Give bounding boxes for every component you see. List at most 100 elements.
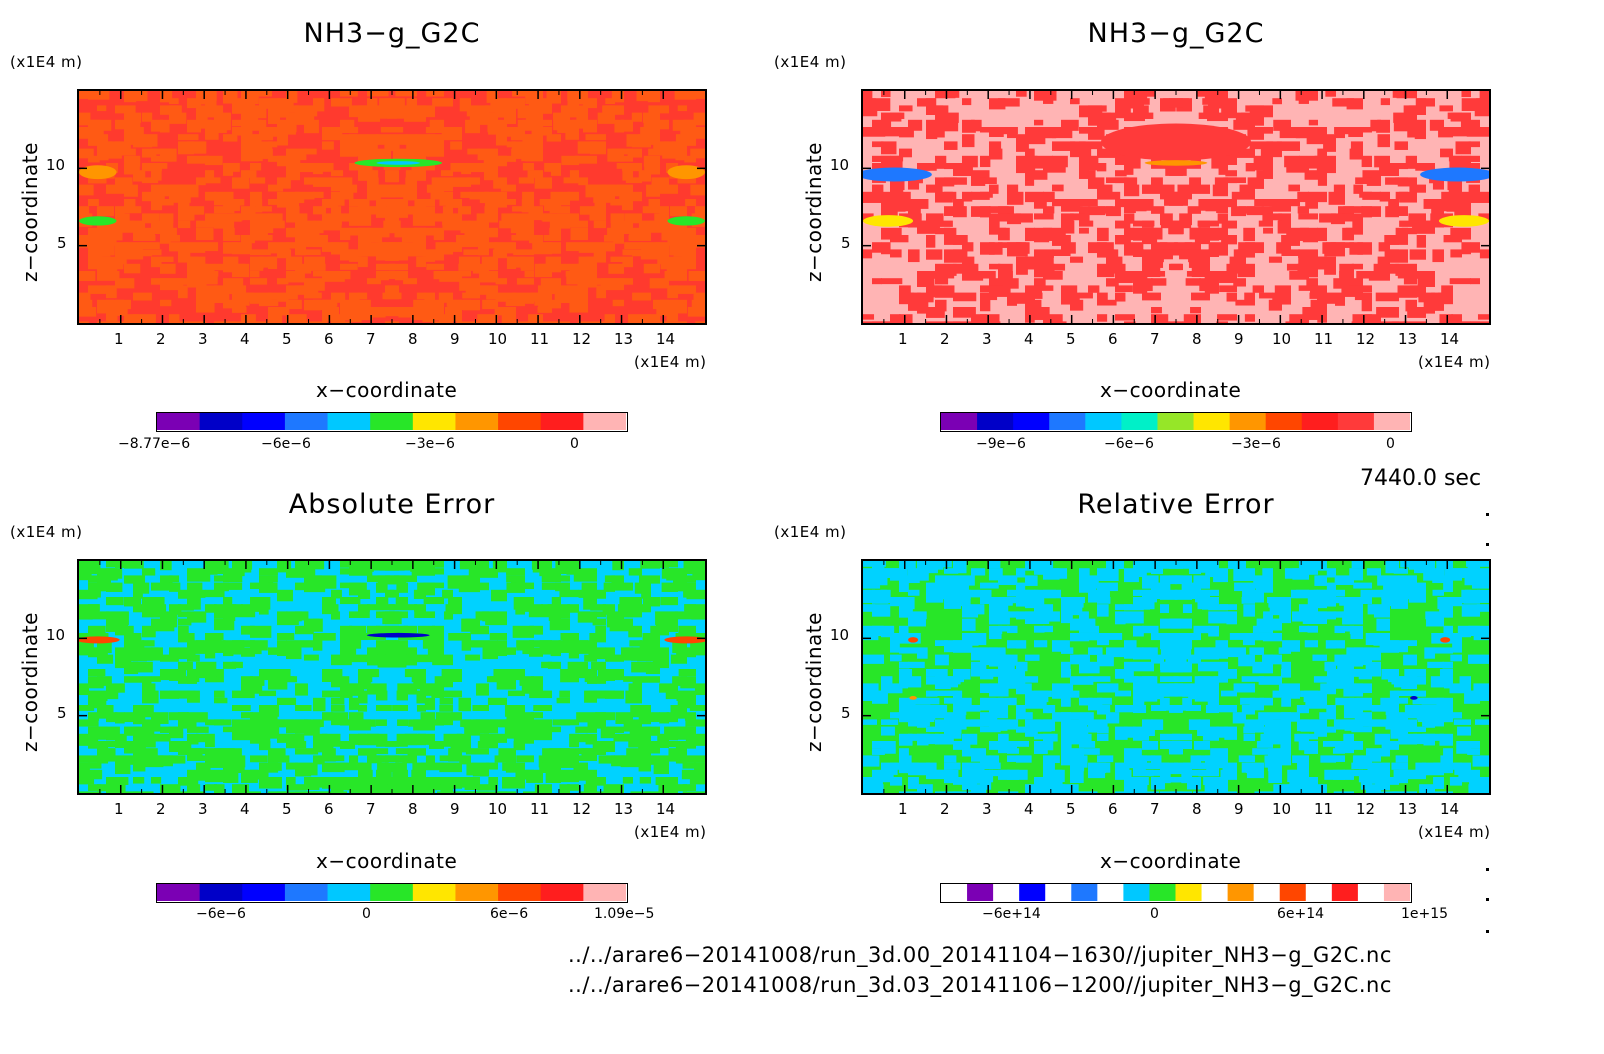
heatmap-cell bbox=[944, 271, 955, 279]
heatmap-cell bbox=[644, 163, 660, 175]
heatmap-cell bbox=[506, 141, 516, 148]
heatmap-cell bbox=[1142, 235, 1158, 245]
heatmap-cell bbox=[1448, 155, 1462, 162]
heatmap-cell bbox=[160, 582, 176, 591]
heatmap-cell bbox=[1043, 733, 1058, 742]
heatmap-cell bbox=[980, 271, 996, 279]
heatmap-cell bbox=[1398, 575, 1417, 585]
heatmap-cell bbox=[1244, 314, 1255, 322]
heatmap-cell bbox=[672, 119, 696, 131]
heatmap-cell bbox=[604, 575, 615, 583]
heatmap-cell bbox=[414, 199, 426, 210]
heatmap-cell bbox=[1192, 791, 1210, 793]
heatmap-feature bbox=[366, 632, 430, 638]
heatmap-cell bbox=[1177, 184, 1192, 196]
heatmap-cell bbox=[541, 604, 561, 613]
heatmap-cell bbox=[133, 249, 152, 257]
heatmap-cell bbox=[367, 278, 381, 285]
heatmap-cell bbox=[115, 105, 136, 114]
heatmap-cell bbox=[1394, 141, 1408, 150]
heatmap-cell bbox=[881, 242, 891, 255]
heatmap-cell bbox=[386, 105, 408, 119]
heatmap-cell bbox=[106, 263, 124, 270]
heatmap-cell bbox=[142, 748, 158, 757]
heatmap-cell bbox=[322, 242, 340, 252]
heatmap-cell bbox=[277, 199, 300, 208]
heatmap-cell bbox=[1208, 611, 1228, 624]
heatmap-cell bbox=[571, 292, 588, 303]
heatmap-cell bbox=[1258, 676, 1282, 685]
heatmap-cell bbox=[1173, 676, 1192, 683]
heatmap-cell bbox=[607, 791, 624, 793]
heatmap-cell bbox=[610, 199, 624, 206]
heatmap-feature bbox=[1438, 215, 1489, 227]
heatmap-cell bbox=[1272, 98, 1282, 105]
heatmap-cell bbox=[450, 712, 462, 721]
heatmap-cell bbox=[376, 690, 388, 701]
heatmap-cell bbox=[232, 791, 251, 793]
heatmap-cell bbox=[1225, 170, 1237, 177]
heatmap-cell bbox=[106, 690, 119, 700]
heatmap-cell bbox=[926, 712, 936, 720]
heatmap-cell bbox=[494, 307, 507, 316]
heatmap-cell bbox=[223, 220, 235, 232]
heatmap-cell bbox=[1433, 777, 1444, 789]
heatmap-cell bbox=[1358, 127, 1372, 133]
heatmap-cell bbox=[1326, 568, 1336, 578]
heatmap-cell bbox=[1034, 199, 1047, 209]
heatmap-cell bbox=[1043, 91, 1054, 104]
heatmap-cell bbox=[196, 748, 207, 755]
heatmap-cell bbox=[1470, 278, 1480, 285]
heatmap-cell bbox=[604, 314, 615, 323]
heatmap-cell bbox=[1432, 249, 1444, 263]
heatmap-cell bbox=[917, 791, 929, 793]
heatmap-cell bbox=[935, 299, 947, 312]
heatmap-cell bbox=[1182, 321, 1201, 323]
heatmap-cell bbox=[1115, 791, 1132, 793]
heatmap-feature bbox=[1420, 167, 1489, 182]
heatmap-cell bbox=[989, 697, 1004, 707]
heatmap-cell bbox=[187, 712, 208, 723]
heatmap-cell bbox=[205, 568, 218, 575]
heatmap-cell bbox=[304, 119, 319, 134]
heatmap-cell bbox=[349, 568, 373, 576]
x-tick-label: 13 bbox=[1398, 330, 1418, 348]
heatmap-cell bbox=[250, 271, 260, 278]
heatmap-cell bbox=[115, 647, 139, 656]
heatmap-cell bbox=[1403, 582, 1417, 593]
heatmap-cell bbox=[395, 91, 417, 97]
heatmap-cell bbox=[331, 697, 345, 705]
heatmap-cell bbox=[1424, 719, 1435, 728]
heatmap-cell bbox=[377, 575, 399, 585]
heatmap-cell bbox=[349, 712, 364, 722]
heatmap-cell bbox=[1052, 321, 1067, 323]
heatmap-cell bbox=[250, 177, 266, 184]
heatmap-cell bbox=[259, 582, 278, 593]
colorbar-swatch bbox=[327, 884, 371, 901]
heatmap-cell bbox=[1246, 206, 1264, 216]
colorbar-swatch bbox=[498, 884, 542, 901]
colorbar-tick-label: −6e−6 bbox=[196, 906, 246, 922]
heatmap-cell bbox=[1359, 191, 1372, 198]
heatmap-cell bbox=[1325, 91, 1336, 97]
heatmap-cell bbox=[1007, 755, 1020, 762]
heatmap-cell bbox=[980, 321, 1001, 323]
heatmap-cell bbox=[530, 712, 543, 719]
heatmap-cell bbox=[433, 640, 444, 654]
heatmap-cell bbox=[1473, 683, 1489, 696]
heatmap-cell bbox=[160, 227, 177, 240]
heatmap-cell bbox=[187, 242, 206, 253]
heatmap-cell bbox=[485, 618, 507, 626]
heatmap-cell bbox=[416, 292, 426, 300]
heatmap-cell bbox=[665, 733, 678, 741]
heatmap-cell bbox=[1269, 206, 1291, 212]
heatmap-cell bbox=[688, 271, 705, 281]
heatmap-cell bbox=[998, 733, 1009, 748]
heatmap-cell bbox=[1395, 191, 1408, 200]
heatmap-cell bbox=[935, 112, 945, 122]
heatmap-cell bbox=[1160, 741, 1177, 750]
heatmap-cell bbox=[515, 769, 534, 780]
heatmap-cell bbox=[640, 127, 651, 137]
panel4-ytick-10: 10 bbox=[830, 626, 850, 644]
heatmap-cell bbox=[944, 597, 961, 609]
